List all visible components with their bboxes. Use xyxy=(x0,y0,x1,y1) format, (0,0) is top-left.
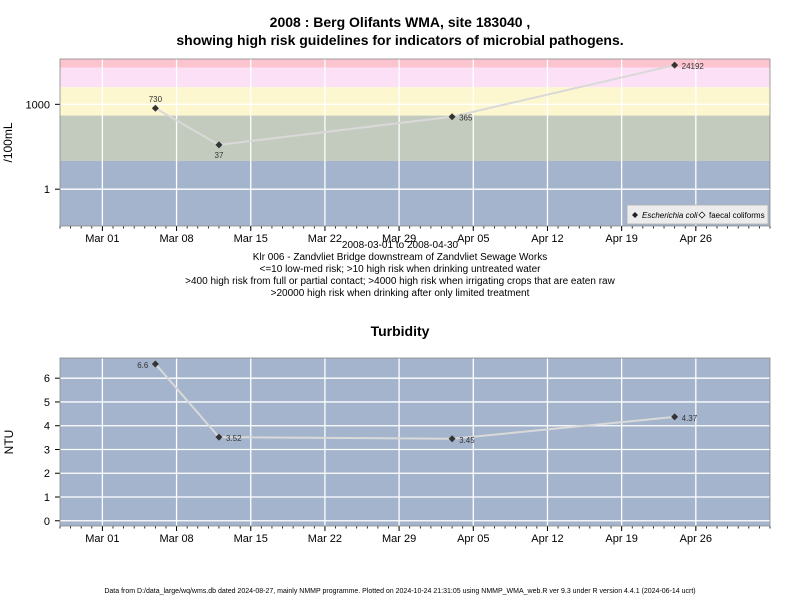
y-tick-label: 4 xyxy=(44,421,50,433)
risk-band-red xyxy=(60,59,770,68)
y-axis-label: NTU xyxy=(2,430,16,455)
y-tick-label: 6 xyxy=(44,373,50,385)
data-point-marker xyxy=(151,360,159,368)
data-point-label: 24192 xyxy=(682,62,705,71)
x-tick-label: Mar 29 xyxy=(382,533,416,545)
caption-site-description: Klr 006 - Zandvliet Bridge downstream of… xyxy=(252,252,548,263)
y-tick-label: 3 xyxy=(44,444,50,456)
plot-frame xyxy=(59,357,771,527)
caption-risk-guideline-1: <=10 low-med risk; >10 high risk when dr… xyxy=(259,264,541,275)
data-point-label: 365 xyxy=(459,114,473,123)
data-point-marker xyxy=(215,433,223,441)
x-tick-label: Mar 15 xyxy=(234,233,268,245)
data-point-label: 3.45 xyxy=(459,436,475,445)
data-point-marker xyxy=(671,413,679,421)
data-point-label: 6.6 xyxy=(137,361,149,370)
risk-band-green xyxy=(60,115,770,161)
x-tick-label: Mar 22 xyxy=(308,533,342,545)
chart-title-line2: showing high risk guidelines for indicat… xyxy=(176,32,624,48)
footer-note: Data from D:/data_large/wq/wms.db dated … xyxy=(104,588,696,595)
y-tick-label: 5 xyxy=(44,397,50,409)
y-tick-label: 1 xyxy=(44,492,50,504)
chart-title-line1: 2008 : Berg Olifants WMA, site 183040 , xyxy=(269,14,531,30)
x-tick-label: Apr 05 xyxy=(457,233,489,245)
y-tick-label: 1 xyxy=(44,184,50,196)
plot-background xyxy=(60,358,770,526)
x-tick-label: Mar 29 xyxy=(382,233,416,245)
x-tick-label: Mar 08 xyxy=(159,533,193,545)
legend-label: Escherichia coli xyxy=(642,211,698,220)
y-tick-label: 2 xyxy=(44,468,50,480)
data-point-label: 37 xyxy=(215,151,224,160)
data-point-marker xyxy=(151,104,159,112)
data-point-marker xyxy=(448,113,456,121)
turbidity-title: Turbidity xyxy=(370,323,430,339)
data-point-label: 4.37 xyxy=(682,414,698,423)
x-tick-label: Apr 19 xyxy=(605,533,637,545)
x-tick-label: Apr 19 xyxy=(605,233,637,245)
legend-box xyxy=(626,204,769,225)
risk-band-yellow xyxy=(60,87,770,116)
caption-risk-guideline-3: >20000 high risk when drinking after onl… xyxy=(270,288,530,299)
legend-marker-open-icon xyxy=(698,211,706,219)
x-tick-label: Apr 05 xyxy=(457,533,489,545)
data-point-marker xyxy=(448,435,456,443)
y-axis-label: /100mL xyxy=(1,122,15,162)
legend-label: faecal coliforms xyxy=(709,211,765,220)
risk-band-pink xyxy=(60,67,770,88)
x-tick-label: Mar 01 xyxy=(85,233,119,245)
y-tick-label: 1000 xyxy=(26,99,50,111)
legend-marker-filled-icon xyxy=(632,212,638,218)
data-point-label: 730 xyxy=(149,95,163,104)
y-tick-label: 0 xyxy=(44,516,50,528)
x-tick-label: Apr 26 xyxy=(680,533,712,545)
x-tick-label: Mar 08 xyxy=(159,233,193,245)
data-point-label: 3.52 xyxy=(226,434,242,443)
plot-frame xyxy=(59,58,771,227)
x-tick-label: Apr 12 xyxy=(531,533,563,545)
series-line xyxy=(154,363,675,440)
caption-risk-guideline-2: >400 high risk from full or partial cont… xyxy=(185,276,615,287)
x-tick-label: Apr 12 xyxy=(531,233,563,245)
x-tick-label: Mar 01 xyxy=(85,533,119,545)
data-point-marker xyxy=(215,141,223,149)
series-line xyxy=(154,64,675,146)
x-tick-label: Mar 22 xyxy=(308,233,342,245)
x-tick-label: Apr 26 xyxy=(680,233,712,245)
data-point-marker xyxy=(671,61,679,69)
caption-date-range: 2008-03-01 to 2008-04-30 xyxy=(341,240,459,251)
x-tick-label: Mar 15 xyxy=(234,533,268,545)
